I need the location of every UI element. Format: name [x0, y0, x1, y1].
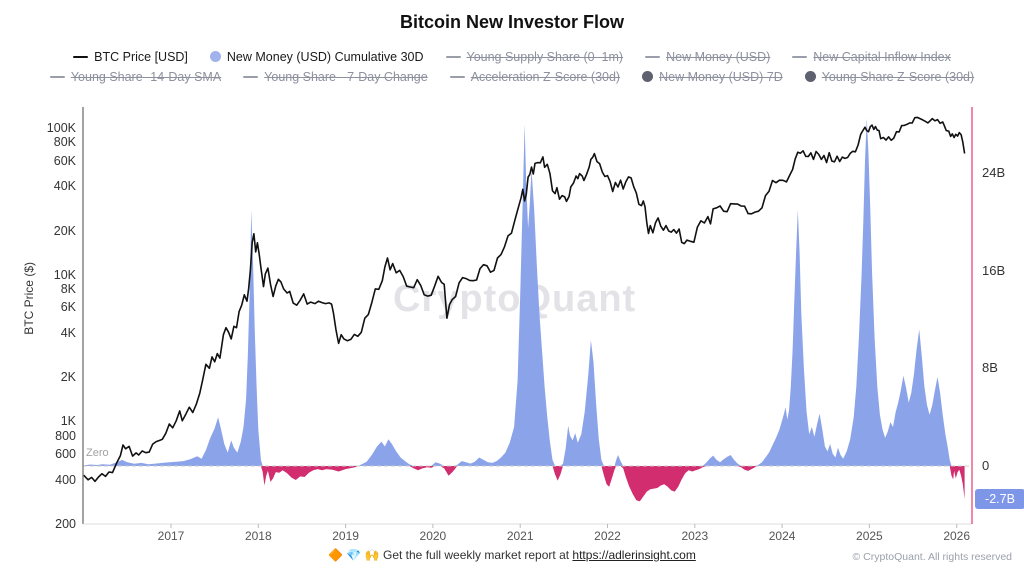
legend-item-label: Young Supply Share (0–1m)	[466, 49, 624, 64]
page-title: Bitcoin New Investor Flow	[399, 12, 625, 32]
left-axis-tick-60k: 60K	[53, 153, 76, 168]
right-axis-tick-0: 0	[982, 458, 990, 473]
left-axis-tick-100k: 100K	[46, 121, 76, 135]
right-axis-tick-16b: 16B	[982, 262, 1006, 278]
legend-item-young-supply-share-0-1m[interactable]: Young Supply Share (0–1m)	[445, 49, 624, 64]
legend-item-label: New Money (USD)	[666, 49, 771, 64]
left-axis-tick-80k: 80K	[53, 135, 76, 150]
legend-item-label: Acceleration Z-Score (30d)	[470, 69, 621, 84]
line-swatch-icon	[49, 75, 65, 78]
legend-item-label: New Money (USD) 7D	[659, 69, 783, 84]
footer-report-text: Get the full weekly market report at	[383, 548, 570, 562]
new-money-area-positive	[83, 118, 965, 467]
footer-report-link[interactable]: https://adlerinsight.com	[572, 548, 696, 562]
legend-item-label: New Money (USD) Cumulative 30D	[226, 49, 424, 64]
footer-copyright: © CryptoQuant. All rights reserved	[852, 551, 1012, 563]
left-axis-tick-2k: 2K	[60, 370, 76, 385]
legend-row-1: BTC Price [USD] New Money (USD) Cumulativ…	[73, 47, 951, 66]
left-axis-tick-8k: 8K	[60, 281, 76, 296]
legend-item-label: Young Share -14-Day SMA	[70, 69, 222, 84]
footer-emojis: 🔶 💎 🙌	[328, 548, 380, 562]
footer-report-note: 🔶 💎 🙌 Get the full weekly market report …	[0, 548, 1024, 562]
legend-item-young-share-z-score-30d[interactable]: Young Share Z-Score (30d)	[804, 69, 975, 84]
left-axis-tick-20k: 20K	[53, 223, 76, 238]
left-axis-tick-40k: 40K	[53, 179, 76, 194]
left-axis-tick-4k: 4K	[60, 326, 76, 341]
legend-item-new-money-usd-7d[interactable]: New Money (USD) 7D	[642, 70, 783, 84]
line-swatch-icon	[73, 55, 89, 58]
x-axis-tick-2017: 2017	[157, 529, 185, 543]
left-axis-tick-1k: 1K	[60, 414, 76, 429]
x-axis-tick-2025: 2025	[856, 529, 883, 543]
left-axis-tick-800: 800	[55, 428, 76, 443]
legend-item-new-money-usd[interactable]: New Money (USD)	[645, 50, 770, 64]
line-swatch-icon	[445, 55, 461, 58]
legend-item-label: New Capital Inflow Index	[813, 49, 951, 64]
left-axis-tick-400: 400	[55, 472, 76, 487]
zero-line-label: Zero	[86, 447, 109, 459]
left-axis-tick-6k: 6K	[60, 300, 76, 315]
legend-item-new-money-usd-cumulative-30d[interactable]: New Money (USD) Cumulative 30D	[209, 49, 424, 64]
line-swatch-icon	[645, 55, 661, 58]
x-axis-tick-2019: 2019	[332, 529, 359, 543]
x-axis-tick-2023: 2023	[681, 529, 709, 543]
line-swatch-icon	[792, 55, 808, 58]
x-axis-tick-2021: 2021	[506, 529, 534, 543]
legend-item-label: Young Share - 7-Day Change	[264, 69, 428, 84]
x-axis-tick-2026: 2026	[943, 529, 971, 543]
legend-item-label: Young Share Z-Score (30d)	[821, 69, 975, 84]
line-swatch-icon	[243, 75, 259, 78]
legend-item-label: BTC Price [USD]	[94, 49, 188, 64]
x-axis-tick-2024: 2024	[768, 529, 796, 543]
right-axis-tick-24b: 24B	[982, 165, 1006, 181]
legend: BTC Price [USD] New Money (USD) Cumulativ…	[0, 47, 1024, 86]
new-money-area-negative	[83, 466, 965, 502]
x-axis-tick-2020: 2020	[419, 529, 447, 543]
line-swatch-icon	[449, 75, 465, 78]
last-value-badge: -2.7B	[975, 489, 1024, 509]
legend-item-new-capital-inflow-index[interactable]: New Capital Inflow Index	[792, 50, 951, 64]
x-axis-tick-2018: 2018	[244, 529, 272, 543]
legend-item-young-share-7-day-change[interactable]: Young Share - 7-Day Change	[243, 70, 428, 84]
dot-swatch-icon	[804, 71, 816, 82]
right-axis-tick-8b: 8B	[982, 360, 998, 376]
dot-swatch-icon	[642, 71, 654, 82]
btc-price-line	[83, 116, 966, 483]
legend-item-young-share-14-day-sma[interactable]: Young Share -14-Day SMA	[49, 69, 222, 84]
left-axis-tick-600: 600	[55, 446, 76, 461]
x-axis-tick-2022: 2022	[594, 529, 621, 543]
legend-item-acceleration-z-score-30d[interactable]: Acceleration Z-Score (30d)	[449, 69, 621, 84]
dot-swatch-icon	[209, 51, 221, 62]
legend-row-2: Young Share -14-Day SMA Young Share - 7-D…	[49, 67, 975, 86]
left-axis-tick-10k: 10K	[53, 267, 76, 282]
left-axis-tick-200: 200	[55, 516, 76, 531]
cryptoquant-watermark: CryptoQuant	[393, 278, 637, 320]
legend-item-btc-price-usd[interactable]: BTC Price [USD]	[73, 50, 188, 64]
